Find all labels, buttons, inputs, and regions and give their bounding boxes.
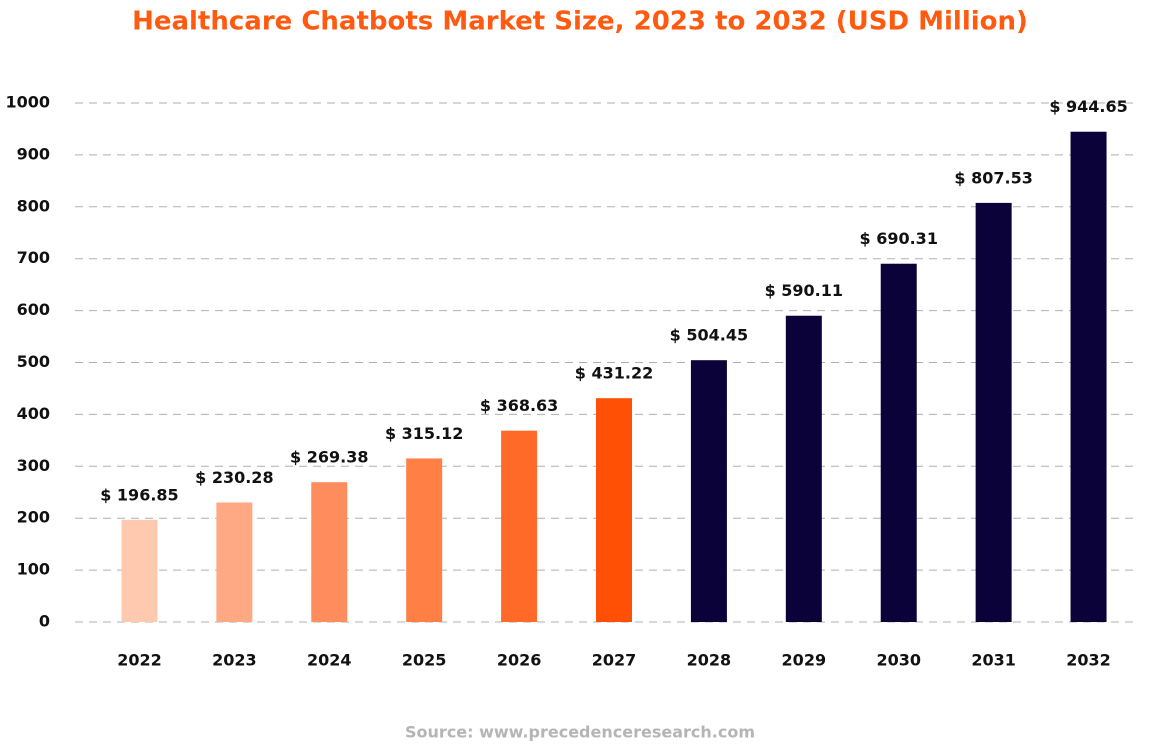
x-tick-label: 2024	[307, 651, 352, 670]
y-tick-label: 500	[17, 352, 50, 371]
x-tick-label: 2025	[402, 651, 447, 670]
value-label: $ 504.45	[670, 326, 748, 345]
y-tick-label: 700	[17, 248, 50, 267]
y-tick-label: 800	[17, 196, 50, 215]
x-tick-label: 2030	[876, 651, 921, 670]
bar	[501, 430, 538, 622]
y-tick-label: 900	[17, 144, 50, 163]
bar	[690, 360, 727, 622]
x-tick-label: 2029	[782, 651, 827, 670]
value-label: $ 196.85	[100, 485, 178, 504]
bar	[406, 458, 443, 622]
bar	[216, 502, 253, 622]
value-label: $ 690.31	[860, 229, 938, 248]
x-tick-label: 2027	[592, 651, 637, 670]
value-label: $ 807.53	[954, 168, 1032, 187]
y-tick-label: 300	[17, 456, 50, 475]
y-tick-label: 100	[17, 560, 50, 579]
x-tick-label: 2031	[971, 651, 1016, 670]
x-tick-label: 2032	[1066, 651, 1111, 670]
value-label: $ 368.63	[480, 396, 558, 415]
x-tick-label: 2023	[212, 651, 257, 670]
x-tick-label: 2026	[497, 651, 542, 670]
bar	[121, 519, 158, 622]
value-label: $ 590.11	[765, 281, 843, 300]
bar	[785, 315, 822, 622]
y-tick-label: 200	[17, 508, 50, 527]
value-label: $ 269.38	[290, 448, 368, 467]
bar	[1070, 131, 1107, 622]
source: Source: www.precedenceresearch.com	[405, 723, 755, 742]
bar	[880, 263, 917, 622]
bar	[596, 398, 632, 622]
y-tick-label: 0	[39, 612, 50, 631]
y-tick-label: 1000	[5, 93, 50, 112]
y-tick-label: 400	[17, 404, 50, 423]
chart-title: Healthcare Chatbots Market Size, 2023 to…	[132, 7, 1028, 37]
bar	[311, 482, 348, 622]
x-tick-label: 2022	[117, 651, 162, 670]
value-label: $ 230.28	[195, 468, 273, 487]
value-label: $ 431.22	[575, 364, 653, 383]
x-tick-label: 2028	[687, 651, 732, 670]
bar	[975, 202, 1012, 622]
value-label: $ 944.65	[1049, 97, 1127, 116]
value-label: $ 315.12	[385, 424, 463, 443]
y-tick-label: 600	[17, 300, 50, 319]
